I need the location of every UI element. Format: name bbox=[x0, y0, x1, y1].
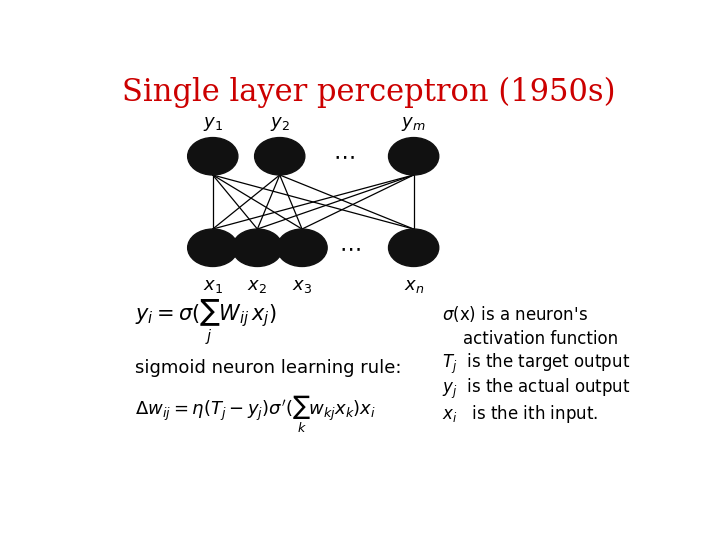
Text: $y_1$: $y_1$ bbox=[203, 116, 222, 133]
Circle shape bbox=[389, 229, 438, 266]
Text: $\sigma$(x) is a neuron's: $\sigma$(x) is a neuron's bbox=[441, 304, 588, 325]
Text: $x_1$: $x_1$ bbox=[203, 277, 222, 295]
Circle shape bbox=[188, 138, 238, 175]
Text: $x_n$: $x_n$ bbox=[403, 277, 424, 295]
Text: sigmoid neuron learning rule:: sigmoid neuron learning rule: bbox=[135, 359, 401, 377]
Circle shape bbox=[255, 138, 305, 175]
Text: $x_3$: $x_3$ bbox=[292, 277, 312, 295]
Text: $y_2$: $y_2$ bbox=[270, 116, 289, 133]
Text: $y_i = \sigma(\sum_{j} W_{ij}\, x_j)$: $y_i = \sigma(\sum_{j} W_{ij}\, x_j)$ bbox=[135, 298, 276, 347]
Text: $y_m$: $y_m$ bbox=[401, 116, 426, 133]
Text: $T_j$  is the target output: $T_j$ is the target output bbox=[441, 352, 630, 376]
Circle shape bbox=[389, 138, 438, 175]
Text: $y_j$  is the actual output: $y_j$ is the actual output bbox=[441, 377, 630, 401]
Circle shape bbox=[233, 229, 282, 266]
Text: Single layer perceptron (1950s): Single layer perceptron (1950s) bbox=[122, 77, 616, 109]
Text: $\cdots$: $\cdots$ bbox=[338, 238, 360, 258]
Text: activation function: activation function bbox=[441, 330, 618, 348]
Text: $x_2$: $x_2$ bbox=[248, 277, 267, 295]
Text: $\cdots$: $\cdots$ bbox=[333, 146, 355, 166]
Text: $x_i$   is the ith input.: $x_i$ is the ith input. bbox=[441, 403, 598, 425]
Circle shape bbox=[277, 229, 327, 266]
Text: $\Delta w_{ij} = \eta(T_j - y_j)\sigma'(\sum_{k} w_{kj} x_k) x_i$: $\Delta w_{ij} = \eta(T_j - y_j)\sigma'(… bbox=[135, 394, 376, 435]
Circle shape bbox=[188, 229, 238, 266]
